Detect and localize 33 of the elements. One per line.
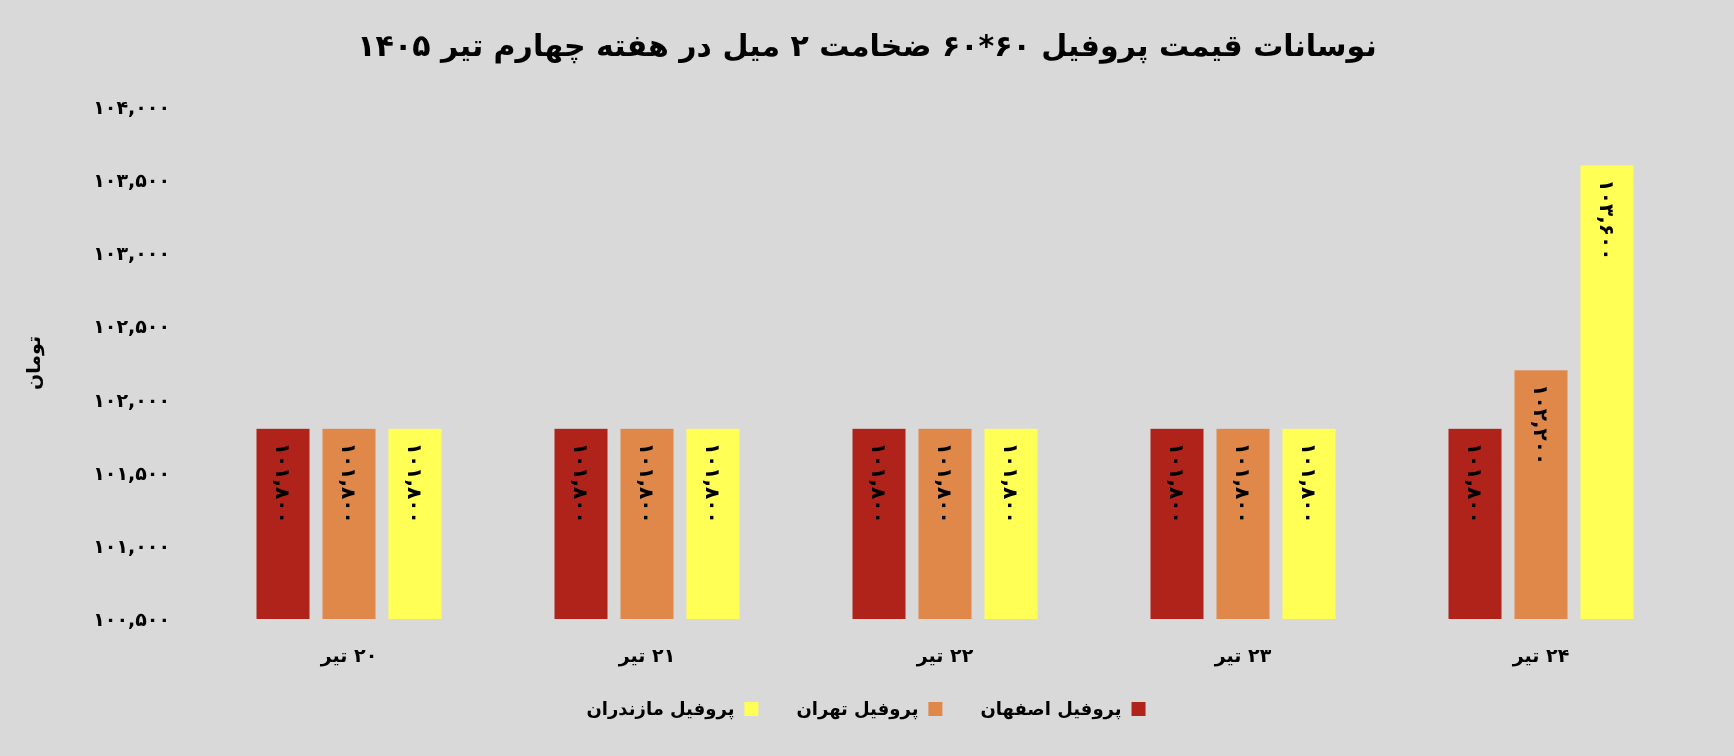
y-tick-label: ۱۰۲,۰۰۰ <box>93 388 170 411</box>
data-label: ۱۰۱,۸۰۰ <box>701 442 725 524</box>
x-tick-label: ۲۱ تیر <box>617 644 676 667</box>
chart-title: نوسانات قیمت پروفیل ۶۰*۶۰ ضخامت ۲ میل در هفته چهارم تیر ۱۴۰۵ <box>357 28 1377 64</box>
legend-label: پروفیل تهران <box>796 698 919 720</box>
data-label: ۱۰۱,۸۰۰ <box>403 442 427 524</box>
data-label: ۱۰۱,۸۰۰ <box>271 442 295 524</box>
y-tick-label: ۱۰۳,۰۰۰ <box>93 242 170 265</box>
x-tick-label: ۲۴ تیر <box>1511 644 1570 667</box>
y-tick-label: ۱۰۱,۰۰۰ <box>93 534 170 557</box>
legend-label: پروفیل مازندران <box>586 698 735 720</box>
data-label: ۱۰۱,۸۰۰ <box>1463 442 1487 524</box>
y-axis-title: تومان <box>22 335 45 391</box>
data-label: ۱۰۱,۸۰۰ <box>1297 442 1321 524</box>
y-tick-label: ۱۰۲,۵۰۰ <box>93 315 170 338</box>
data-label: ۱۰۱,۸۰۰ <box>635 442 659 524</box>
y-tick-label: ۱۰۳,۵۰۰ <box>93 169 170 192</box>
legend-label: پروفیل اصفهان <box>980 698 1122 720</box>
x-tick-label: ۲۲ تیر <box>915 644 974 667</box>
data-label: ۱۰۱,۸۰۰ <box>933 442 957 524</box>
data-label: ۱۰۱,۸۰۰ <box>337 442 361 524</box>
data-label: ۱۰۱,۸۰۰ <box>999 442 1023 524</box>
y-tick-label: ۱۰۰,۵۰۰ <box>93 608 170 630</box>
x-tick-label: ۲۳ تیر <box>1213 644 1272 667</box>
data-label: ۱۰۱,۸۰۰ <box>569 442 593 524</box>
y-tick-label: ۱۰۱,۵۰۰ <box>93 461 170 484</box>
data-label: ۱۰۳,۶۰۰ <box>1595 179 1619 261</box>
x-tick-label: ۲۰ تیر <box>319 644 378 667</box>
data-label: ۱۰۱,۸۰۰ <box>867 442 891 524</box>
y-tick-label: ۱۰۴,۰۰۰ <box>93 96 170 118</box>
data-label: ۱۰۱,۸۰۰ <box>1165 442 1189 524</box>
data-label: ۱۰۱,۸۰۰ <box>1231 442 1255 524</box>
data-label: ۱۰۲,۲۰۰ <box>1529 384 1553 466</box>
